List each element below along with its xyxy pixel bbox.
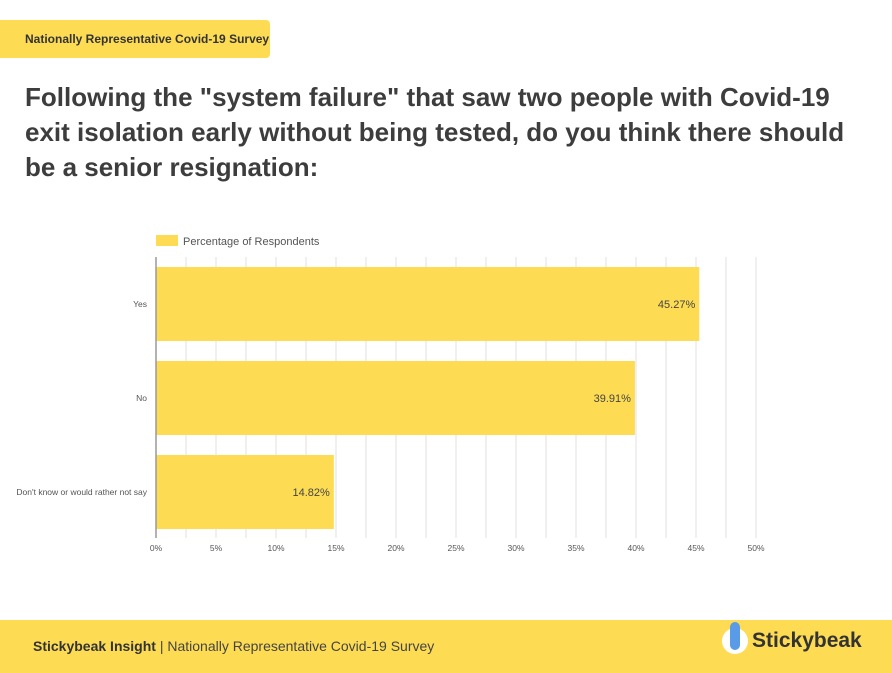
x-tick-label: 10% — [267, 543, 284, 553]
bar-0 — [156, 267, 700, 341]
footer-separator: | — [155, 638, 168, 654]
x-tick-label: 25% — [447, 543, 464, 553]
bar-2 — [156, 455, 334, 529]
x-tick-label: 35% — [567, 543, 584, 553]
page-title: Following the "system failure" that saw … — [25, 82, 845, 182]
footer-text: Stickybeak Insight | Nationally Represen… — [33, 638, 434, 654]
data-label: 45.27% — [658, 299, 696, 311]
x-tick-label: 5% — [210, 543, 223, 553]
bird-icon — [722, 622, 748, 654]
x-tick-label: 0% — [150, 543, 163, 553]
x-tick-label: 50% — [747, 543, 764, 553]
legend-swatch — [156, 235, 178, 246]
x-tick-label: 30% — [507, 543, 524, 553]
category-label: No — [136, 393, 147, 403]
footer-brand: Stickybeak Insight — [33, 638, 156, 654]
legend-label: Percentage of Respondents — [183, 236, 320, 248]
data-label: 14.82% — [293, 487, 331, 499]
data-label: 39.91% — [594, 393, 632, 405]
survey-tag: Nationally Representative Covid-19 Surve… — [0, 20, 270, 58]
x-tick-label: 15% — [327, 543, 344, 553]
logo-text: Stickybeak — [752, 629, 862, 652]
x-tick-label: 20% — [387, 543, 404, 553]
category-label: Yes — [133, 299, 147, 309]
category-label: Don't know or would rather not say — [16, 487, 147, 497]
bar-chart: Percentage of Respondents 45.27% Yes 39.91%… — [16, 235, 765, 553]
x-tick-label: 40% — [627, 543, 644, 553]
stickybeak-logo: Stickybeak — [722, 622, 862, 654]
bar-1 — [156, 361, 635, 435]
footer-survey: Nationally Representative Covid-19 Surve… — [167, 638, 435, 654]
footer: Stickybeak Insight | Nationally Represen… — [0, 620, 892, 673]
x-tick-label: 45% — [687, 543, 704, 553]
